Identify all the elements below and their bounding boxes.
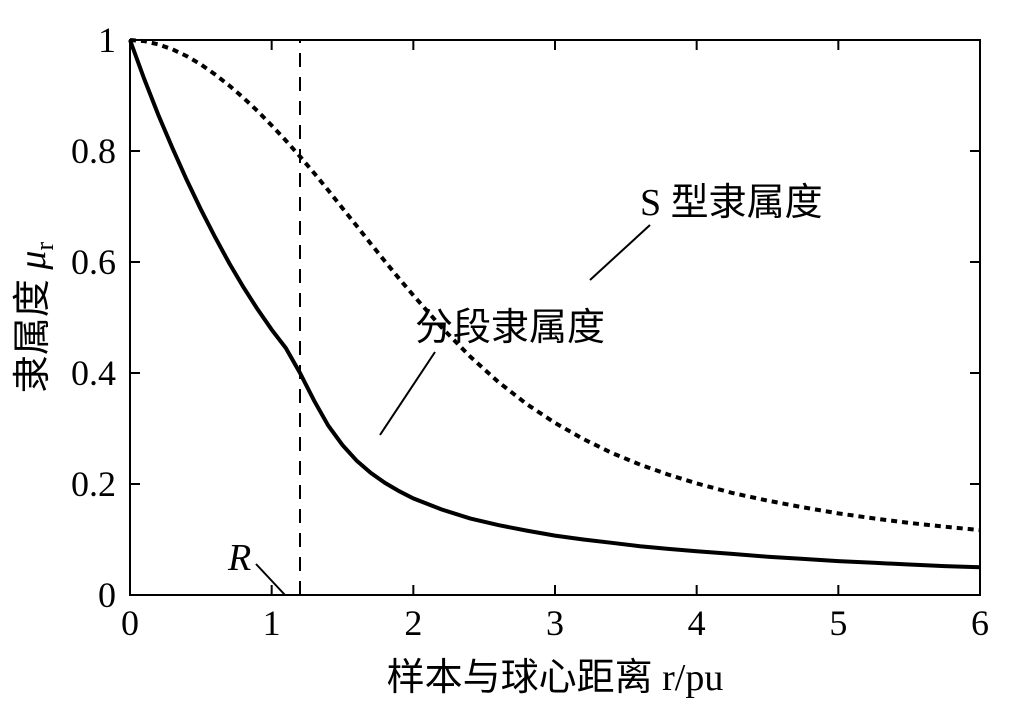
- r-leader: [256, 564, 285, 595]
- x-tick-label: 0: [121, 603, 139, 643]
- chart-container: 0 1 2 3 4 5 6 0 0.2 0.4 0.6 0.8 1 样本与球心距离 r/pu 隶属度 μr S…: [0, 0, 1028, 720]
- y-tick-label: 0.4: [71, 353, 116, 393]
- y-tick-label: 0.8: [71, 131, 116, 171]
- x-tick-label: 2: [404, 603, 422, 643]
- piecewise-leader: [380, 352, 435, 435]
- y-axis-label: 隶属度 μr: [12, 242, 59, 394]
- y-tick-label: 0.2: [71, 464, 116, 504]
- s-type-leader: [590, 225, 650, 280]
- s-type-label: S 型隶属度: [640, 182, 823, 224]
- x-tick-label: 4: [688, 603, 706, 643]
- piecewise-label: 分段隶属度: [415, 307, 605, 349]
- x-tick-label: 6: [971, 603, 989, 643]
- series-piecewise: [130, 40, 980, 567]
- x-axis-label: 样本与球心距离 r/pu: [387, 657, 724, 699]
- y-tick-label: 1: [98, 20, 116, 60]
- x-tick-label: 5: [829, 603, 847, 643]
- r-label: R: [227, 537, 251, 579]
- y-tick-label: 0.6: [71, 242, 116, 282]
- x-tick-label: 1: [263, 603, 281, 643]
- series-s_shape: [130, 40, 980, 530]
- line-chart: 0 1 2 3 4 5 6 0 0.2 0.4 0.6 0.8 1 样本与球心距离 r/pu 隶属度 μr S…: [0, 0, 1028, 720]
- y-tick-label: 0: [98, 575, 116, 615]
- x-tick-label: 3: [546, 603, 564, 643]
